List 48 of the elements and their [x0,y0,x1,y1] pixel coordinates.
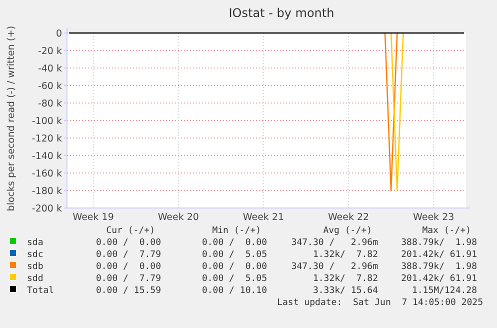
y-tick-label: -140 k [32,150,62,162]
x-tick-label: Week 21 [242,212,284,223]
text: 0.00 / 15.59 [96,286,161,296]
y-axis-title: blocks per second read (-) / written (+) [6,26,17,212]
legend-label: Total [27,286,54,296]
text: Min (-/+) [212,226,261,236]
text: Cur (-/+) [106,226,155,236]
text: 0.00 / 7.79 [96,274,161,284]
text: Last update: Sat Jun 7 14:05:00 2025 [277,298,483,308]
y-tick-label: -20 k [38,46,62,57]
text: 1.32k/ 7.82 [312,250,378,260]
y-tick-label: -80 k [38,98,62,110]
text: 388.79k/ 1.98 [401,238,477,248]
text: 388.79k/ 1.98 [401,262,477,272]
text: Avg (-/+) [323,226,372,236]
text: 1.15M/124.28 [412,286,477,296]
y-tick-label: -200 k [32,203,62,214]
text: 0.00 / 0.00 [202,262,267,272]
text: 0.00 / 0.00 [96,262,161,272]
text: 0.00 / 0.00 [96,238,161,248]
text: 3.33k/ 15.64 [312,286,378,296]
x-tick-label: Week 20 [158,212,199,223]
y-tick-label: -60 k [38,80,62,92]
text: 201.42k/ 61.91 [401,250,477,260]
text: 0.00 / 5.05 [202,250,267,260]
text: 0.00 / 10.10 [202,286,267,296]
y-tick-label: -100 k [32,116,62,127]
text: 347.30 / 2.96m [291,262,378,272]
y-tick-label: -160 k [32,168,62,180]
x-tick-label: Week 23 [413,212,454,223]
y-tick-label: -120 k [32,133,62,144]
y-tick-label: -40 k [38,63,62,74]
text: 0.00 / 0.00 [202,238,267,248]
y-tick-label: 0 [56,28,62,40]
chart-title: IOstat - by month [228,6,334,20]
x-tick-label: Week 19 [72,212,114,223]
legend-label: sdb [27,262,44,272]
y-tick-label: -180 k [32,186,62,197]
text: Max (-/+) [422,226,471,236]
text: 0.00 / 7.79 [96,250,161,260]
legend-label: sda [27,238,44,248]
x-tick-label: Week 22 [328,212,370,223]
text: 1.32k/ 7.82 [312,274,378,284]
text: 201.42k/ 61.91 [401,274,477,284]
text: 0.00 / 5.05 [202,274,267,284]
legend-label: sdd [27,274,44,284]
legend-label: sdc [27,250,44,260]
text: 347.30 / 2.96m [291,238,378,248]
